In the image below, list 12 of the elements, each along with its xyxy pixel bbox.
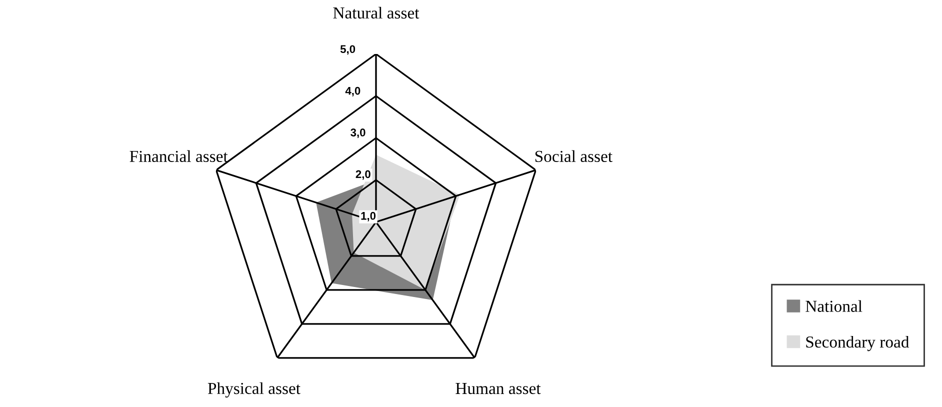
spoke-label: Physical asset bbox=[208, 382, 300, 398]
legend-label: National bbox=[806, 300, 862, 312]
legend-label: Secondary road bbox=[806, 336, 910, 352]
spoke-label: Social asset bbox=[535, 150, 612, 162]
spoke-label: Financial asset bbox=[130, 150, 228, 162]
y-tick-label: 3,0 bbox=[350, 128, 366, 138]
y-tick-label: 5,0 bbox=[340, 45, 356, 55]
y-tick-label: 1,0 bbox=[361, 212, 376, 222]
spoke-label: Human asset bbox=[456, 383, 541, 394]
y-tick-label: 4,0 bbox=[345, 86, 360, 96]
spoke-label: Natural asset bbox=[333, 6, 420, 19]
y-tick-label: 2,0 bbox=[356, 170, 370, 180]
